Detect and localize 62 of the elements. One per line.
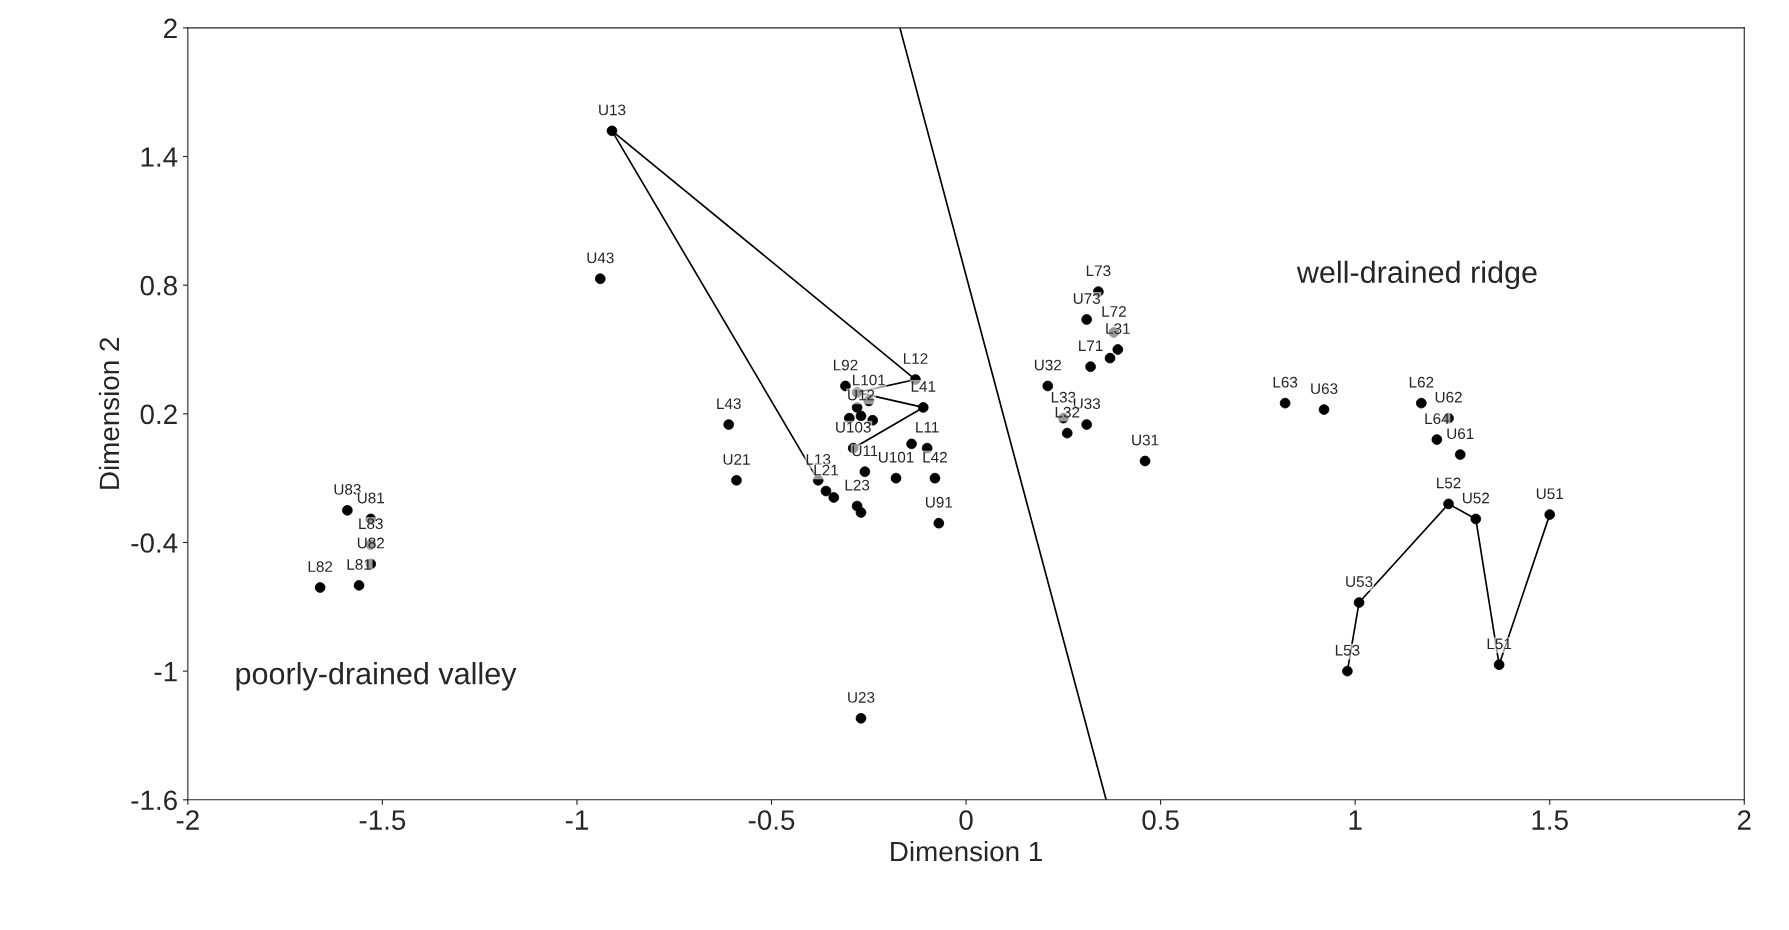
annotation: L81: [347, 559, 372, 570]
annotation: U73: [1073, 293, 1101, 304]
annotation: L83: [359, 518, 383, 530]
annotation: L51: [1487, 638, 1512, 650]
x-tick-label: -2: [176, 810, 199, 830]
annotation: L42: [923, 451, 947, 463]
y-tick-label: -0.4: [131, 533, 178, 553]
annotation: U51: [1536, 488, 1563, 500]
x-tick-label: 0: [959, 810, 973, 830]
x-tick-label: -0.5: [748, 810, 795, 830]
annotation: U12: [848, 389, 875, 401]
x-tick-label: 2: [1737, 810, 1751, 830]
x-axis-title: Dimension 1: [891, 840, 1042, 862]
y-tick-label: 1.4: [141, 147, 178, 167]
x-tick-label: 0.5: [1142, 810, 1179, 830]
annotation: L11: [916, 421, 939, 433]
x-tick-label: 1: [1349, 810, 1362, 830]
annotation: L13: [806, 453, 831, 465]
annotation: L72: [1102, 306, 1126, 317]
annotation: L63: [1273, 376, 1298, 388]
annotation: U103: [836, 421, 871, 433]
annotation: L12: [903, 353, 928, 364]
annotation: U43: [587, 252, 614, 264]
annotation: L21: [814, 464, 838, 476]
annotation: U101: [878, 451, 914, 463]
annotation: U62: [1435, 391, 1462, 403]
annotation: U13: [599, 104, 626, 116]
annotation: L52: [1437, 477, 1461, 489]
annotation: L31: [1106, 323, 1130, 335]
annotation: U52: [1462, 492, 1490, 504]
annotation: U53: [1346, 576, 1373, 588]
annotation: L62: [1409, 376, 1434, 388]
annotation: U91: [925, 496, 953, 508]
annotation: U32: [1034, 359, 1062, 371]
annotation: well-drained ridge: [1296, 260, 1537, 290]
y-tick-label: 0.2: [140, 404, 177, 425]
annotation: U63: [1311, 383, 1338, 395]
annotation: L64: [1425, 413, 1450, 425]
annotation: U31: [1132, 434, 1159, 446]
y-tick-label: -1.6: [131, 790, 177, 811]
x-tick-label: 1.5: [1532, 810, 1568, 830]
annotation: L82: [308, 561, 333, 573]
annotation: L23: [845, 479, 870, 491]
annotation: L41: [911, 381, 936, 392]
annotation: poorly-drained valley: [236, 662, 517, 691]
annotation: L33: [1051, 391, 1076, 403]
annotation: L92: [833, 359, 858, 371]
y-tick-label: -1: [154, 662, 177, 682]
annotation: U61: [1447, 428, 1474, 440]
annotation: U21: [723, 453, 750, 465]
annotation: L71: [1079, 340, 1103, 352]
x-tick-label: -1.5: [359, 810, 406, 830]
annotation: L43: [717, 398, 741, 410]
y-tick-label: 2: [164, 18, 177, 38]
annotation: L73: [1086, 265, 1111, 277]
x-tick-label: -1: [565, 810, 588, 830]
y-tick-label: 0.8: [140, 275, 177, 296]
annotation: U11: [852, 445, 878, 457]
annotation: U23: [848, 691, 875, 703]
annotation: L101: [853, 374, 886, 386]
annotation: L53: [1335, 644, 1360, 656]
y-axis-title: Dimension 2: [98, 338, 120, 489]
